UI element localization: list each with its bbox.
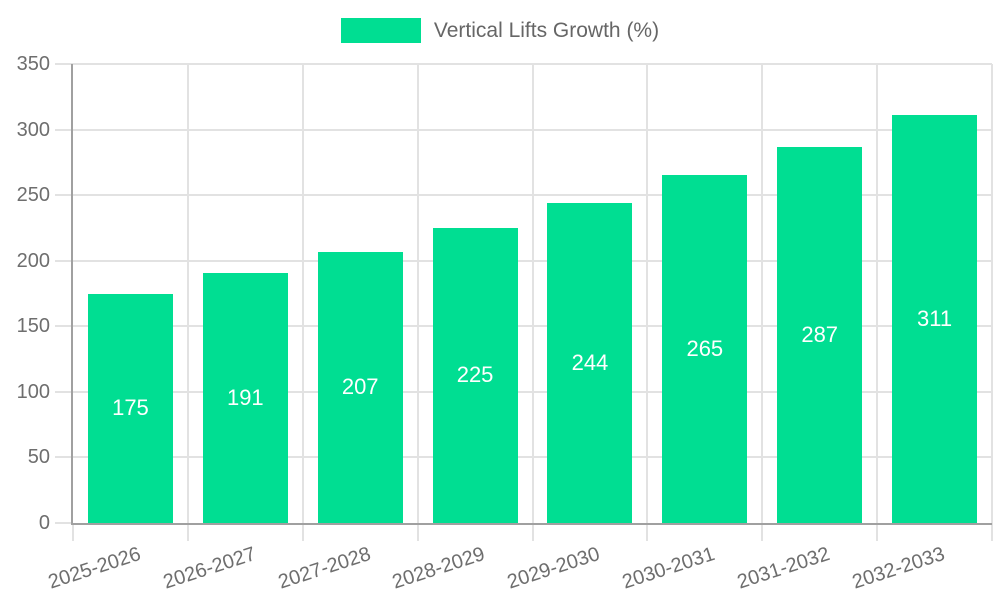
x-gridline: [301, 64, 304, 523]
x-tick-label: 2032-2033: [849, 543, 948, 594]
x-tick: [991, 523, 993, 541]
x-gridline: [761, 64, 764, 523]
x-tick: [301, 523, 304, 541]
x-tick: [761, 523, 764, 541]
bar-value-label: 265: [686, 336, 724, 362]
x-tick-label: 2025-2026: [45, 543, 144, 594]
x-tick: [876, 523, 879, 541]
y-tick-label: 200: [16, 249, 50, 272]
y-tick: [55, 63, 73, 65]
chart-legend[interactable]: Vertical Lifts Growth (%): [0, 18, 1000, 43]
bar-value-label: 175: [112, 395, 149, 421]
bar[interactable]: 287: [777, 146, 863, 523]
y-tick-label: 50: [27, 446, 50, 469]
x-gridline: [991, 64, 993, 523]
y-tick-label: 150: [16, 315, 50, 338]
x-tick-label: 2027-2028: [275, 543, 373, 594]
y-tick: [55, 522, 73, 524]
y-tick-label: 0: [38, 512, 50, 534]
y-tick-label: 250: [16, 184, 50, 207]
bar-value-label: 287: [801, 321, 839, 347]
bar-value-label: 191: [226, 384, 264, 410]
x-tick-label: 2028-2029: [390, 543, 488, 594]
y-tick: [55, 390, 73, 393]
bar[interactable]: 207: [317, 251, 403, 523]
bar[interactable]: 244: [547, 203, 633, 523]
x-tick: [186, 523, 189, 541]
y-tick: [55, 325, 73, 328]
bar-value-label: 244: [571, 349, 609, 375]
y-tick-label: 300: [16, 118, 50, 141]
y-tick-label: 100: [16, 380, 50, 403]
x-tick-label: 2026-2027: [160, 543, 259, 594]
bar[interactable]: 311: [892, 115, 978, 523]
x-gridline: [646, 64, 649, 523]
bar[interactable]: 265: [662, 175, 748, 523]
x-gridline: [531, 64, 534, 523]
x-tick-label: 2029-2030: [504, 543, 603, 594]
x-axis-line: [71, 523, 992, 525]
bar-value-label: 225: [456, 362, 494, 388]
legend-label: Vertical Lifts Growth (%): [433, 19, 660, 42]
bar[interactable]: 175: [87, 293, 173, 523]
y-tick: [55, 259, 73, 262]
x-tick: [416, 523, 419, 541]
x-gridline: [186, 64, 189, 523]
bar-value-label: 207: [341, 374, 379, 400]
x-tick: [72, 523, 74, 541]
x-tick: [646, 523, 649, 541]
bar-value-label: 311: [917, 306, 953, 332]
y-axis-line: [71, 64, 73, 525]
y-tick: [55, 194, 73, 197]
x-gridline: [416, 64, 419, 523]
bar[interactable]: 191: [202, 272, 288, 523]
y-tick-label: 350: [16, 53, 50, 75]
y-tick: [55, 128, 73, 131]
bar[interactable]: 225: [432, 227, 518, 523]
x-gridline: [876, 64, 879, 523]
x-tick-label: 2030-2031: [619, 543, 718, 594]
legend-swatch: [340, 18, 421, 43]
x-tick-label: 2031-2032: [734, 543, 833, 594]
x-tick: [531, 523, 534, 541]
y-tick: [55, 456, 73, 459]
